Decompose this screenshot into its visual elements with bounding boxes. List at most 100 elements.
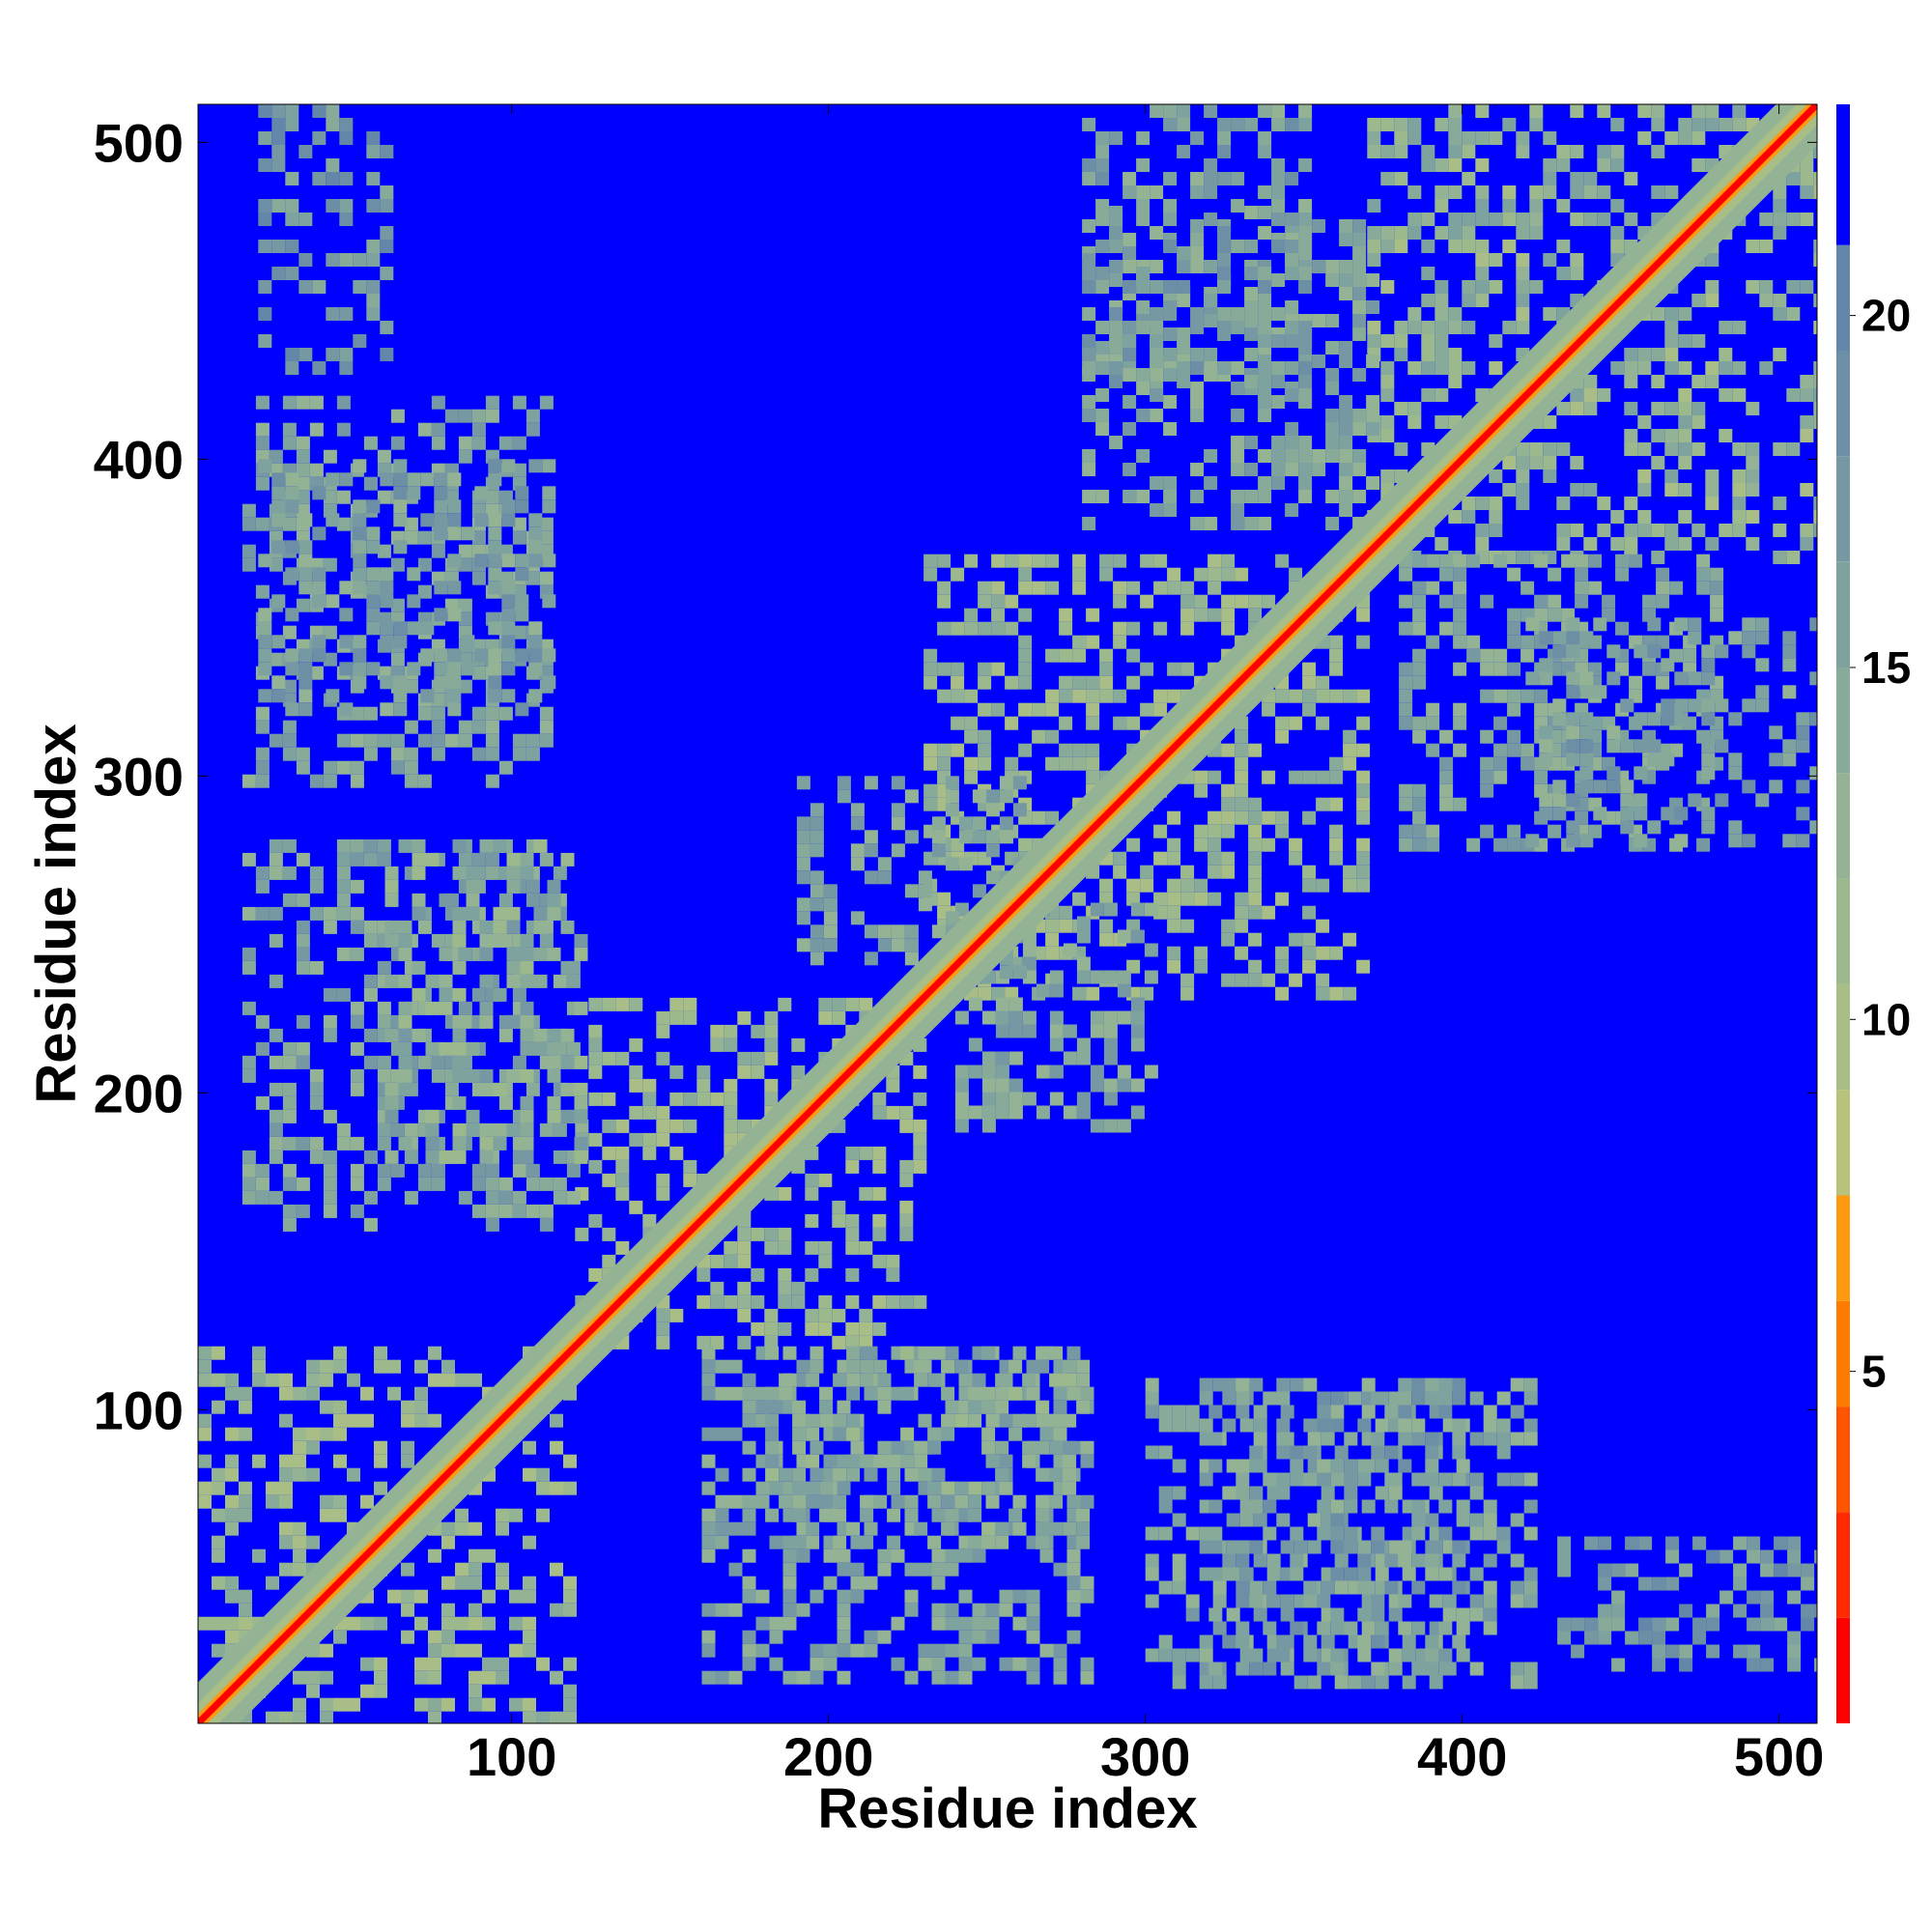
heatmap-cell [471, 1177, 486, 1191]
heatmap-cell [1800, 158, 1814, 172]
heatmap-cell [819, 1413, 834, 1428]
heatmap-cell [271, 145, 286, 158]
heatmap-cell [326, 513, 340, 527]
heatmap-cell [326, 689, 340, 703]
heatmap-cell [1710, 567, 1724, 582]
heatmap-cell [656, 1024, 670, 1038]
heatmap-cell [312, 486, 327, 500]
heatmap-cell [1180, 892, 1195, 906]
heatmap-cell [1534, 702, 1548, 717]
heatmap-cell [1575, 594, 1589, 609]
heatmap-cell [1199, 1675, 1213, 1690]
heatmap-cell [1150, 307, 1164, 321]
heatmap-cell [1597, 104, 1611, 118]
heatmap-cell [377, 852, 391, 867]
heatmap-cell [818, 1321, 833, 1336]
heatmap-cell [431, 733, 445, 748]
heatmap-cell [779, 1494, 793, 1509]
heatmap-cell [1122, 490, 1137, 503]
heatmap-cell [1222, 1553, 1236, 1568]
heatmap-cell [995, 1386, 1009, 1401]
heatmap-cell [1285, 361, 1299, 375]
heatmap-cell [1637, 348, 1652, 361]
heatmap-cell [526, 422, 540, 437]
heatmap-cell [1072, 892, 1087, 906]
heatmap-cell [485, 1163, 499, 1178]
heatmap-cell [212, 1508, 225, 1522]
heatmap-cell [1593, 685, 1607, 699]
heatmap-cell [860, 1359, 874, 1374]
heatmap-cell [1109, 226, 1123, 240]
heatmap-cell [1706, 1617, 1720, 1632]
heatmap-cell [271, 675, 286, 690]
heatmap-cell [528, 689, 543, 703]
heatmap-cell [493, 906, 507, 921]
heatmap-cell [1262, 810, 1276, 825]
heatmap-cell [452, 838, 467, 853]
heatmap-cell [1566, 644, 1580, 659]
heatmap-cell [1163, 213, 1178, 226]
heatmap-cell [1809, 766, 1817, 781]
heatmap-cell [1529, 199, 1544, 213]
heatmap-cell [1099, 932, 1114, 947]
heatmap-cell [877, 1373, 892, 1387]
heatmap-cell [520, 1122, 534, 1137]
heatmap-cell [1012, 1346, 1027, 1360]
heatmap-cell [1796, 725, 1810, 740]
heatmap-cell [1615, 567, 1630, 582]
heatmap-cell [1095, 388, 1110, 402]
heatmap-cell [1579, 739, 1594, 753]
colorbar-segment [1836, 351, 1850, 457]
heatmap-cell [656, 1010, 670, 1025]
heatmap-cell [1809, 712, 1817, 726]
heatmap-cell [1180, 878, 1195, 893]
heatmap-cell [1140, 702, 1154, 717]
heatmap-cell [1435, 537, 1449, 551]
heatmap-cell [1086, 675, 1100, 690]
heatmap-cell [312, 635, 327, 649]
heatmap-cell [782, 1603, 797, 1617]
heatmap-cell [891, 816, 905, 831]
heatmap-cell [1053, 1670, 1067, 1685]
heatmap-cell [1026, 1386, 1040, 1401]
heatmap-cell [1086, 986, 1100, 1001]
heatmap-cell [258, 213, 272, 226]
heatmap-cell [282, 747, 297, 761]
heatmap-cell [242, 852, 256, 867]
heatmap-cell [696, 1267, 711, 1282]
heatmap-cell [945, 776, 959, 790]
heatmap-cell [1496, 1391, 1511, 1406]
heatmap-cell [466, 906, 480, 921]
heatmap-cell [296, 760, 310, 775]
heatmap-cell [1801, 1577, 1815, 1591]
heatmap-cell [1435, 307, 1449, 321]
heatmap-cell [1082, 395, 1096, 409]
heatmap-cell [1452, 1553, 1466, 1568]
heatmap-cell [1053, 1386, 1067, 1401]
heatmap-cell [269, 866, 283, 880]
heatmap-cell [523, 1440, 536, 1455]
heatmap-cell [1253, 1418, 1267, 1433]
heatmap-cell [1570, 456, 1584, 469]
heatmap-cell [1429, 1486, 1443, 1500]
heatmap-cell [1375, 1459, 1389, 1473]
heatmap-cell [1529, 226, 1544, 240]
heatmap-cell [485, 409, 499, 423]
heatmap-cell [1090, 1010, 1104, 1025]
heatmap-cell [951, 716, 965, 730]
heatmap-cell [958, 816, 973, 831]
heatmap-cell [526, 1082, 540, 1096]
contact-block [765, 1346, 1091, 1549]
heatmap-cell [377, 1055, 391, 1069]
heatmap-cell [434, 581, 448, 595]
heatmap-cell [1095, 341, 1110, 355]
heatmap-cell [258, 648, 272, 663]
heatmap-cell [1715, 698, 1729, 713]
heatmap-cell [904, 938, 919, 952]
heatmap-cell [1343, 932, 1357, 947]
heatmap-cell [1647, 617, 1662, 632]
heatmap-cell [1190, 395, 1205, 409]
heatmap-cell [1398, 1405, 1412, 1419]
heatmap-cell [1248, 824, 1263, 838]
heatmap-cell [1483, 1553, 1497, 1568]
